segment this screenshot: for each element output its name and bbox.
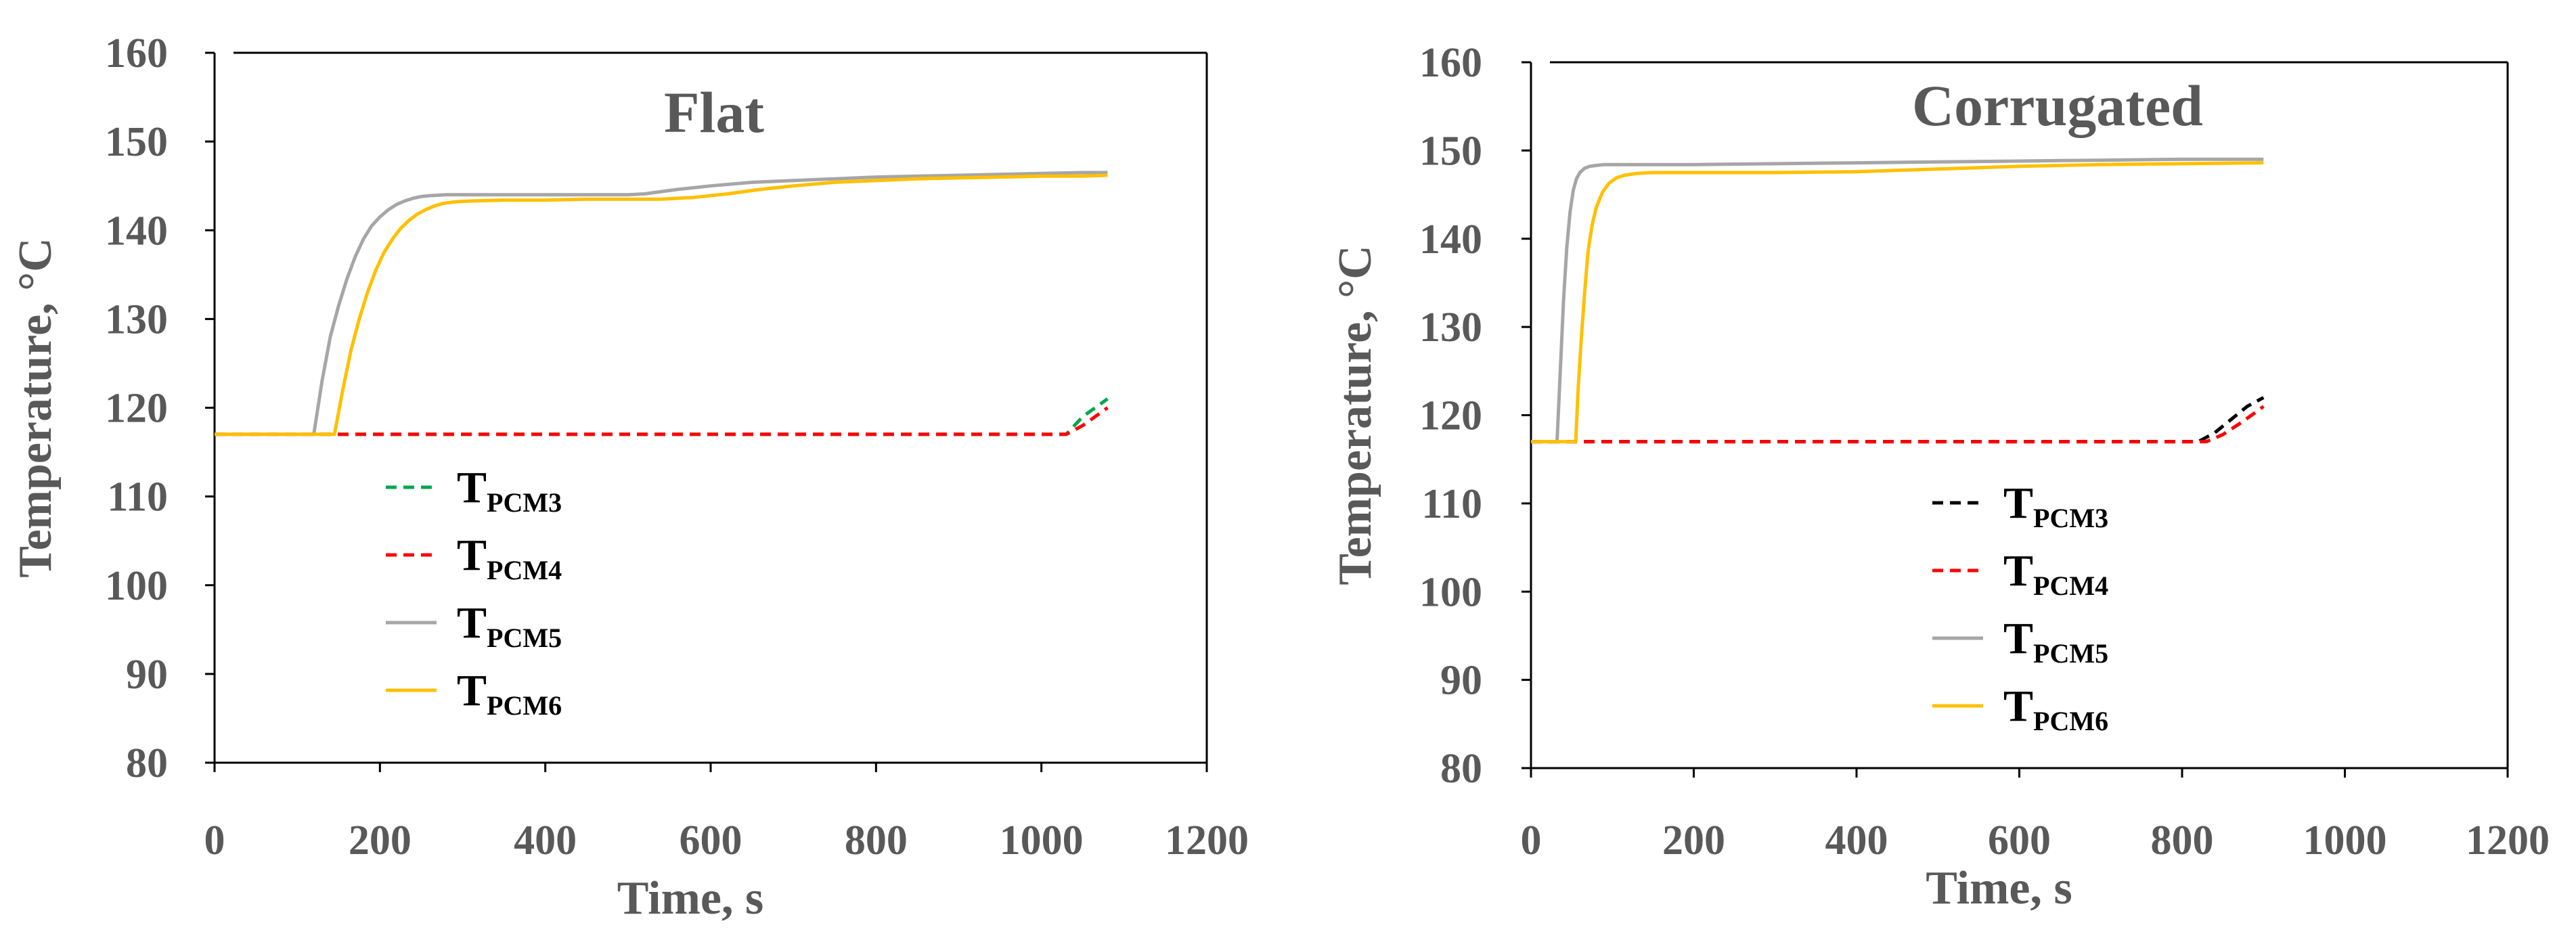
legend-label-pcm6: TPCM6: [457, 666, 562, 721]
y-tick-label: 90: [1440, 658, 1482, 704]
series-line-pcm4: [1531, 405, 2265, 444]
legend-label-subscript: PCM6: [2033, 706, 2108, 736]
x-tick-label: 1200: [2466, 818, 2550, 864]
legend-label-pcm3: TPCM3: [2003, 478, 2108, 533]
x-tick-label: 600: [1988, 818, 2051, 864]
legend-label-subscript: PCM5: [2033, 638, 2108, 669]
legend-label-subscript: PCM4: [2033, 570, 2108, 601]
x-tick-label: 400: [514, 818, 577, 864]
x-tick-label: 800: [2151, 818, 2214, 864]
legend-label-main: T: [457, 463, 487, 512]
legend-label-pcm5: TPCM5: [2003, 614, 2108, 669]
legend-label-main: T: [2003, 614, 2033, 663]
legend-label-main: T: [2003, 681, 2033, 731]
y-tick-label: 120: [1419, 393, 1482, 439]
legend-label-main: T: [457, 666, 487, 715]
x-tick-label: 1000: [1000, 818, 1084, 864]
y-tick-label: 100: [1419, 569, 1482, 615]
legend-label-main: T: [2003, 546, 2033, 596]
chart-title: Corrugated: [1912, 73, 2203, 138]
x-axis-title: Time, s: [1926, 862, 2072, 914]
legend-label-pcm5: TPCM5: [457, 598, 562, 653]
legend-label-subscript: PCM5: [487, 623, 562, 653]
y-tick-label: 120: [105, 386, 168, 432]
y-tick-label: 150: [1419, 128, 1482, 174]
y-tick-label: 160: [105, 30, 168, 76]
y-tick-label: 100: [105, 563, 168, 609]
legend-label-subscript: PCM3: [487, 487, 562, 518]
series-line-pcm3: [1531, 396, 2265, 444]
legend-label-subscript: PCM4: [487, 555, 562, 585]
legend-label-main: T: [2003, 478, 2033, 528]
y-tick-label: 160: [1419, 40, 1482, 86]
x-tick-label: 0: [1521, 818, 1542, 864]
legend-label-pcm3: TPCM3: [457, 463, 562, 518]
x-tick-label: 0: [204, 818, 225, 864]
series-line-pcm5: [215, 171, 1108, 437]
x-axis-title: Time, s: [617, 872, 764, 924]
x-tick-label: 600: [680, 818, 742, 864]
y-axis-title: Temperature, °C: [1329, 245, 1381, 585]
legend-label-main: T: [457, 531, 487, 580]
legend-label-subscript: PCM3: [2033, 503, 2108, 533]
series-line-pcm6: [215, 173, 1108, 437]
y-tick-label: 110: [107, 474, 168, 520]
x-tick-label: 1000: [2303, 818, 2387, 864]
series-line-pcm4: [215, 406, 1109, 437]
y-tick-label: 140: [1419, 217, 1482, 263]
y-tick-label: 130: [1419, 305, 1482, 351]
legend-label-main: T: [457, 598, 487, 648]
legend-label-pcm4: TPCM4: [2003, 546, 2108, 601]
legend-label-pcm6: TPCM6: [2003, 681, 2108, 736]
x-tick-label: 200: [1662, 818, 1725, 864]
y-tick-label: 80: [126, 740, 168, 786]
x-tick-label: 400: [1825, 818, 1888, 864]
y-tick-label: 150: [105, 119, 168, 165]
chart-flat: 80 90 100 110 120 130 140 150 160 0 200 400 600 800 10…: [9, 30, 1249, 924]
chart-title: Flat: [664, 80, 764, 145]
x-tick-label: 800: [845, 818, 908, 864]
series-line-pcm6: [1531, 161, 2264, 444]
y-tick-label: 140: [105, 208, 168, 254]
legend-label-subscript: PCM6: [487, 690, 562, 721]
chart-corrugated: 80 90 100 110 120 130 140 150 160 0 200 400 600 800 10…: [1329, 40, 2550, 914]
y-tick-label: 80: [1440, 746, 1482, 792]
x-tick-label: 200: [349, 818, 412, 864]
y-tick-label: 90: [126, 652, 168, 698]
series-line-pcm5: [1531, 157, 2264, 444]
series-line-pcm3: [215, 397, 1109, 437]
y-tick-label: 130: [105, 296, 168, 342]
legend-label-pcm4: TPCM4: [457, 531, 562, 585]
y-tick-label: 110: [1421, 481, 1482, 527]
y-axis-title: Temperature, °C: [9, 238, 62, 577]
x-tick-label: 1200: [1165, 818, 1249, 864]
